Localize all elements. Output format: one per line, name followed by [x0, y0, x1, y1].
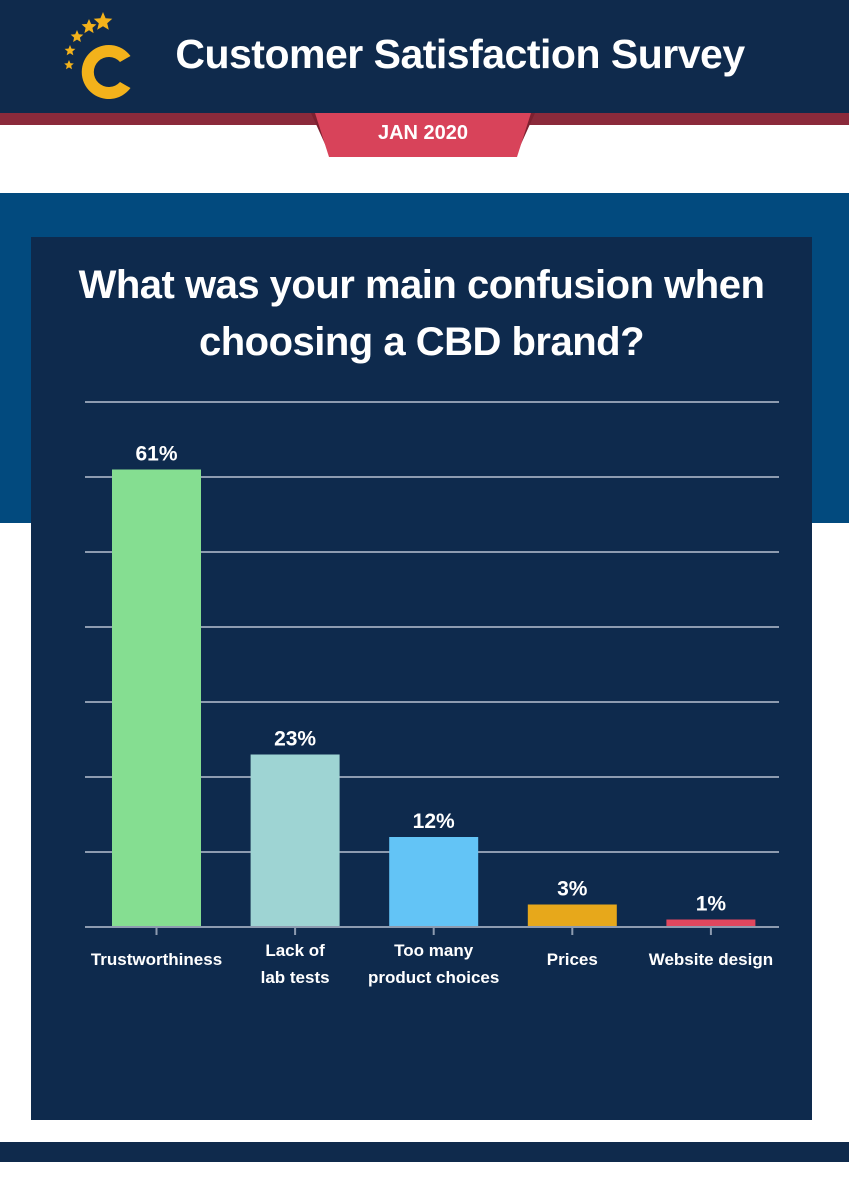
category-label-1: Trustworthiness: [91, 950, 222, 969]
page-title: Customer Satisfaction Survey: [175, 31, 745, 77]
category-label-4: Prices: [547, 950, 598, 969]
footer-bar: [0, 1142, 849, 1162]
category-label-3: Too many product choices: [368, 941, 499, 987]
data-label-3: 12%: [413, 810, 455, 833]
category-label-5: Website design: [649, 950, 773, 969]
chart-title: What was your main confusion when choosi…: [78, 263, 765, 364]
bar-1: [112, 469, 201, 927]
data-label-5: 1%: [696, 893, 727, 916]
stars-c-logo-icon: [62, 12, 138, 102]
date-ribbon: JAN 2020: [311, 113, 535, 157]
bar-3: [389, 837, 479, 927]
bar-2: [250, 754, 340, 927]
bar-4: [527, 904, 617, 927]
data-label-1: 61%: [135, 443, 177, 466]
bar-5: [666, 919, 756, 927]
data-label-2: 23%: [274, 728, 316, 751]
category-label-2: Lack of lab tests: [261, 941, 330, 987]
data-label-4: 3%: [557, 878, 588, 901]
header-bar: [0, 0, 849, 113]
bar-chart: 61% Trustworthiness 23% Lack of lab tests 12%…: [85, 401, 779, 987]
chart-panel: What was your main confusion when choosi…: [31, 237, 812, 1120]
date-label: JAN 2020: [377, 122, 469, 144]
